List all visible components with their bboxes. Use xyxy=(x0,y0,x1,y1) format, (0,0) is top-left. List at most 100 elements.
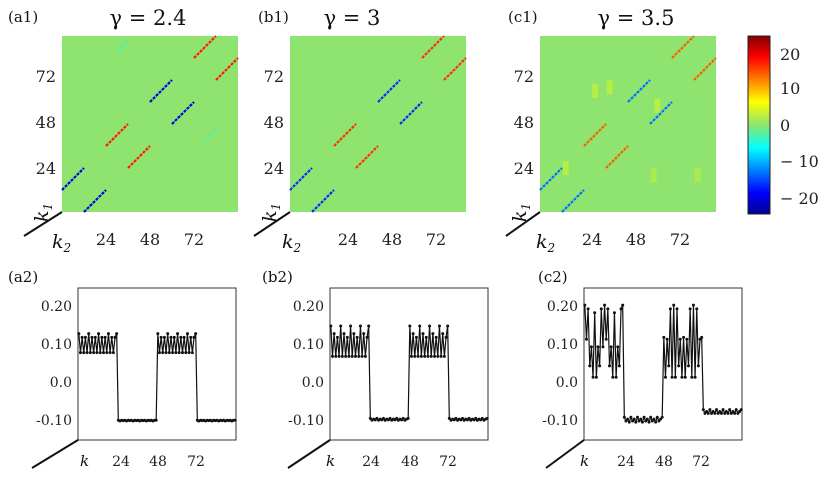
data-point xyxy=(154,418,158,422)
data-point xyxy=(622,415,626,419)
data-point xyxy=(693,375,697,379)
data-point xyxy=(174,351,178,355)
colorbar-tick-10: 10 xyxy=(780,79,800,98)
data-point xyxy=(663,375,667,379)
data-point xyxy=(437,324,441,328)
y-tick-0.10: 0.10 xyxy=(293,337,324,353)
heatmap-blob xyxy=(606,80,613,95)
data-point xyxy=(102,351,106,355)
data-point xyxy=(604,337,608,341)
x-tick-24: 24 xyxy=(582,230,602,249)
data-point xyxy=(352,332,356,336)
heatmap-panel-c1: (c1) γ = 3.5 72 48 24 24 48 72 k1 k2 xyxy=(505,6,717,255)
data-point xyxy=(431,332,435,336)
heatmap-segments xyxy=(539,35,717,213)
data-point xyxy=(157,351,161,355)
data-point xyxy=(640,420,644,424)
data-point xyxy=(593,311,597,315)
colorbar-tick-minus-20: − 20 xyxy=(780,189,819,208)
x-axis-label-k: k xyxy=(326,452,335,470)
y-tick-0.20: 0.20 xyxy=(547,299,578,315)
data-point xyxy=(609,345,613,349)
data-point xyxy=(233,418,237,422)
data-point xyxy=(340,354,344,358)
heatmap-diagonal-segment xyxy=(443,57,467,81)
line-panel-b2: (b2) 0.20 0.10 0.0 -0.10 24 48 72 k xyxy=(262,268,489,470)
data-point xyxy=(365,335,369,339)
data-point xyxy=(419,354,423,358)
data-point xyxy=(706,411,710,415)
line-panel-c2: (c2) 0.20 0.10 0.0 -0.10 24 48 72 k xyxy=(538,268,743,470)
heatmap-diagonal-segment xyxy=(421,35,445,59)
data-point xyxy=(156,332,160,336)
heatmap-diagonal-segment xyxy=(311,189,335,213)
data-point xyxy=(690,375,694,379)
y-tick-72: 72 xyxy=(514,67,534,86)
data-point xyxy=(701,408,705,412)
heatmap-diagonal-segment xyxy=(649,101,673,125)
data-point xyxy=(594,375,598,379)
y-tick-24: 24 xyxy=(36,159,56,178)
y-tick-48: 48 xyxy=(264,113,284,132)
data-point xyxy=(733,411,737,415)
x-tick-48: 48 xyxy=(149,454,167,470)
x-tick-48: 48 xyxy=(626,230,646,249)
data-point xyxy=(678,337,682,341)
data-point xyxy=(334,354,338,358)
heatmap-diagonal-segment xyxy=(355,145,379,169)
heatmap-segments xyxy=(289,35,467,213)
data-point xyxy=(362,332,366,336)
data-point xyxy=(583,303,587,307)
depth-axis-line xyxy=(287,439,331,469)
data-point xyxy=(355,335,359,339)
data-point xyxy=(344,354,348,358)
data-point xyxy=(190,351,194,355)
heatmap-blobs xyxy=(562,80,701,183)
data-point xyxy=(88,351,92,355)
x-tick-48: 48 xyxy=(655,454,673,470)
x-tick-24: 24 xyxy=(112,454,130,470)
data-point xyxy=(721,408,725,412)
data-point xyxy=(95,351,99,355)
data-point xyxy=(90,335,94,339)
data-point xyxy=(612,311,616,315)
data-point xyxy=(591,375,595,379)
data-point xyxy=(439,354,443,358)
y-tick-0.0: 0.0 xyxy=(50,375,72,391)
data-point xyxy=(92,351,96,355)
data-point xyxy=(189,335,193,339)
data-point xyxy=(367,324,371,328)
data-point xyxy=(423,354,427,358)
depth-axis-line xyxy=(23,211,63,237)
data-point xyxy=(619,307,623,311)
x-axis-label-k2: k2 xyxy=(536,231,555,255)
panel-label-b2: (b2) xyxy=(262,268,293,286)
heatmap-blob xyxy=(650,168,657,183)
heatmap-background xyxy=(540,36,716,212)
data-point xyxy=(167,351,171,355)
y-tick-0.10: 0.10 xyxy=(547,337,578,353)
data-point xyxy=(603,303,607,307)
data-point xyxy=(695,307,699,311)
data-point xyxy=(672,303,676,307)
data-point xyxy=(103,335,107,339)
line-series xyxy=(583,303,743,424)
heatmap-background xyxy=(62,36,238,212)
data-point xyxy=(159,335,163,339)
title-a1: γ = 2.4 xyxy=(110,6,187,30)
data-point xyxy=(691,303,695,307)
y-tick-0.10: 0.10 xyxy=(41,337,72,353)
data-point xyxy=(337,354,341,358)
heatmap-diagonal-segment xyxy=(193,35,217,59)
data-point xyxy=(639,417,643,421)
x-tick-24: 24 xyxy=(362,454,380,470)
data-point xyxy=(662,335,666,339)
data-point xyxy=(416,354,420,358)
y-tick-0.0: 0.0 xyxy=(556,375,578,391)
data-point xyxy=(629,415,633,419)
x-axis-label-k2: k2 xyxy=(52,231,71,255)
data-point xyxy=(350,354,354,358)
depth-axis-line xyxy=(253,211,291,237)
data-point xyxy=(176,332,180,336)
